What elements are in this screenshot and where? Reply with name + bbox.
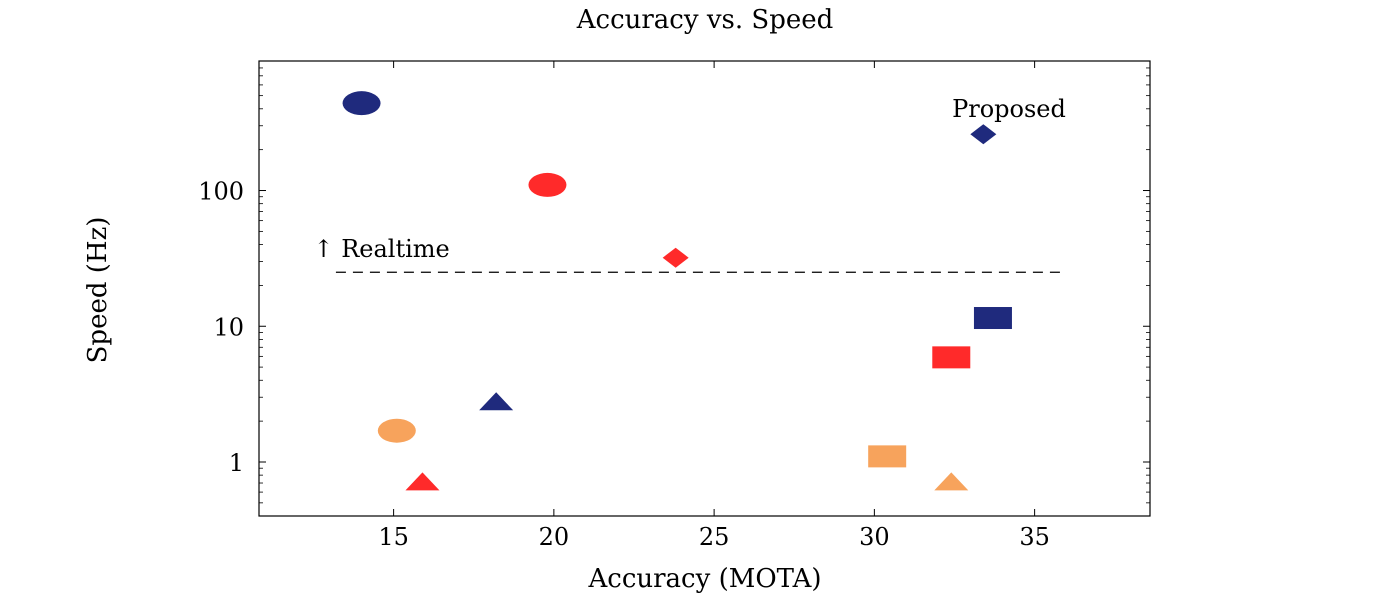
point-diamond [970,124,997,145]
point-triangle [405,472,440,491]
x-tick-label: 30 [859,523,890,551]
chart-title: Accuracy vs. Speed [576,5,834,35]
x-tick-label: 15 [378,523,409,551]
plot-frame [258,60,1151,517]
point-circle [528,172,567,197]
point-square [973,307,1012,330]
point-triangle [479,392,514,411]
y-tick-labels: 1 10 100 [198,178,244,477]
point-triangle [934,472,969,491]
point-square [932,346,971,369]
x-tick-label: 20 [539,523,570,551]
x-tick-label: 35 [1019,523,1050,551]
annotation-proposed: Proposed [952,95,1066,123]
y-tick-label: 100 [198,178,244,206]
point-circle [342,91,381,116]
annotation-realtime: ↑ Realtime [313,235,449,263]
point-square [868,445,907,468]
x-tick-label: 25 [699,523,730,551]
y-axis-label: Speed (Hz) [83,217,113,364]
x-tick-labels: 15 20 25 30 35 [378,523,1050,551]
y-tick-label: 1 [229,449,244,477]
axis-ticks [259,60,1150,517]
data-points [342,91,1012,491]
point-diamond [662,247,689,268]
point-circle [377,418,416,443]
x-axis-label: Accuracy (MOTA) [587,564,821,594]
y-tick-label: 10 [213,313,244,341]
